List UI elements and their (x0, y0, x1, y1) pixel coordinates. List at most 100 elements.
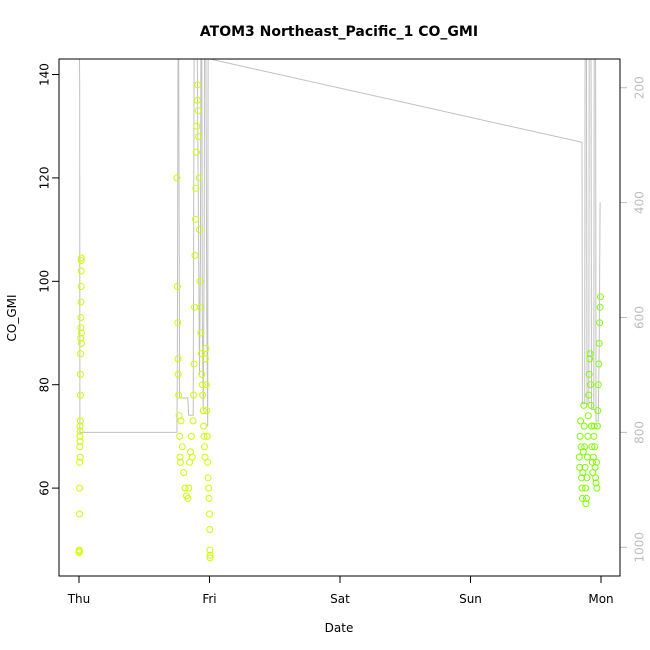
data-point (587, 381, 595, 389)
data-point (589, 453, 597, 461)
data-point (174, 319, 182, 327)
data-point (200, 432, 208, 440)
data-point (200, 422, 208, 430)
data-point (177, 417, 185, 425)
data-point (180, 469, 188, 477)
y-right-tick-label: 1000 (633, 532, 647, 563)
data-point (206, 546, 214, 554)
data-point (595, 360, 603, 368)
data-point (580, 422, 588, 430)
data-point (596, 319, 604, 327)
data-point (576, 432, 584, 440)
data-point (593, 484, 601, 492)
data-point (76, 458, 84, 466)
data-point (595, 339, 603, 347)
data-point (594, 381, 602, 389)
data-point (76, 438, 84, 446)
data-point (194, 81, 202, 89)
x-tick-label: Thu (67, 592, 91, 606)
data-point (199, 407, 207, 415)
data-point (580, 401, 588, 409)
data-point (576, 463, 584, 471)
data-point (201, 355, 209, 363)
data-point (202, 345, 210, 352)
data-point (189, 417, 197, 425)
data-point (196, 277, 204, 285)
data-point (174, 355, 182, 363)
data-point (190, 391, 198, 399)
data-point (76, 484, 84, 492)
y-axis-label: CO_GMI (5, 294, 19, 341)
data-point (579, 448, 587, 456)
data-point (77, 298, 85, 306)
pressure-line (79, 59, 601, 433)
data-point (77, 350, 85, 358)
data-point (591, 443, 599, 451)
data-point (78, 339, 85, 347)
data-point (181, 484, 189, 492)
data-point (76, 432, 84, 440)
data-point (197, 329, 205, 337)
data-point (591, 463, 599, 471)
data-point (198, 381, 206, 389)
x-axis-label: Date (325, 621, 354, 635)
data-point (206, 526, 214, 533)
data-point (587, 401, 595, 409)
y-right-tick-label: 400 (633, 191, 647, 214)
y-axis: 60 80 100 120 140 (38, 63, 59, 496)
data-point (196, 226, 203, 234)
y-tick-label: 120 (38, 166, 52, 189)
data-point (195, 174, 203, 182)
data-point (590, 422, 598, 430)
x-tick-label: Sat (330, 592, 350, 606)
data-point (582, 484, 590, 492)
data-point (193, 96, 201, 104)
data-point (578, 484, 586, 492)
data-point (185, 484, 193, 492)
data-point (77, 283, 85, 290)
data-point (76, 427, 84, 435)
data-point (184, 494, 192, 502)
data-point (586, 355, 594, 363)
data-point (583, 453, 591, 461)
y-tick-label: 100 (38, 270, 52, 293)
data-point (581, 463, 589, 471)
data-point (191, 303, 198, 311)
y-right-tick-label: 800 (633, 421, 647, 444)
data-point (199, 391, 207, 399)
data-point (204, 474, 212, 482)
data-point (191, 252, 199, 259)
data-point (76, 453, 84, 461)
data-point (194, 107, 202, 115)
data-point (76, 510, 83, 518)
data-point (192, 184, 200, 192)
data-point (597, 293, 604, 301)
data-point (594, 407, 602, 415)
data-point (77, 370, 84, 378)
data-point (77, 334, 85, 342)
plot-area (75, 59, 604, 562)
y-right-tick-label: 200 (633, 76, 647, 99)
data-point (195, 133, 203, 141)
data-point (178, 443, 186, 451)
data-point (575, 453, 583, 461)
data-point (588, 443, 596, 451)
x-tick-label: Mon (588, 592, 613, 606)
data-point (77, 324, 85, 332)
data-point (76, 443, 84, 451)
data-point (193, 122, 201, 130)
data-point (582, 500, 590, 508)
data-point (77, 329, 85, 337)
data-point (205, 494, 213, 502)
data-point (175, 391, 183, 399)
data-point (173, 174, 181, 182)
data-point (585, 391, 593, 399)
data-point (581, 443, 589, 451)
data-point (177, 458, 184, 466)
data-point (583, 494, 590, 502)
data-point (77, 254, 85, 262)
data-point (203, 432, 211, 440)
data-point (206, 551, 214, 559)
data-point (584, 412, 592, 420)
data-point (176, 432, 184, 440)
